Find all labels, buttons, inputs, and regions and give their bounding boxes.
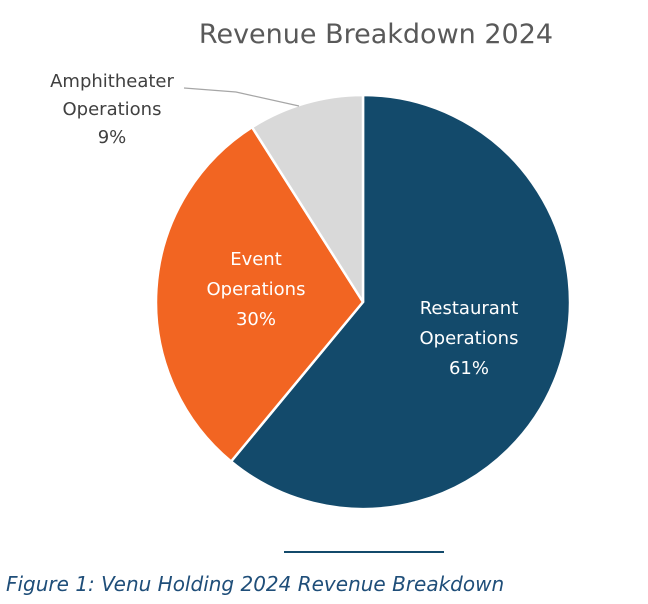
slice-label-line: Operations	[420, 328, 519, 349]
slice-label-line: 30%	[236, 309, 276, 330]
slice-label-line: Amphitheater	[50, 71, 174, 92]
slice-label-line: Event	[230, 249, 282, 270]
slice-label-line: 9%	[98, 127, 127, 148]
slice-label-line: Restaurant	[420, 298, 519, 319]
chart-title: Revenue Breakdown 2024	[199, 19, 553, 50]
label-leader-line	[183, 87, 300, 107]
pie-slices	[154, 93, 572, 511]
slice-label-1: Restaurant Operations 61%	[420, 298, 519, 379]
slice-label-line: 61%	[449, 358, 489, 379]
slice-label-line: Operations	[63, 99, 162, 120]
revenue-pie-chart: Revenue Breakdown 2024 Restaurant Operati…	[50, 19, 572, 553]
chart-bottom-rule	[284, 551, 444, 553]
pie-slice-3	[250, 93, 365, 304]
pie-slice-2	[154, 125, 365, 463]
figure-caption: Figure 1: Venu Holding 2024 Revenue Brea…	[6, 572, 505, 596]
slice-label-line: Operations	[207, 279, 306, 300]
pie-labels: Restaurant Operations 61% Event Operations 30…	[50, 71, 518, 379]
pie-slice-1	[229, 93, 572, 511]
slice-label-2: Event Operations 30%	[207, 249, 306, 330]
slice-label-3: Amphitheater Operations 9%	[50, 71, 174, 148]
